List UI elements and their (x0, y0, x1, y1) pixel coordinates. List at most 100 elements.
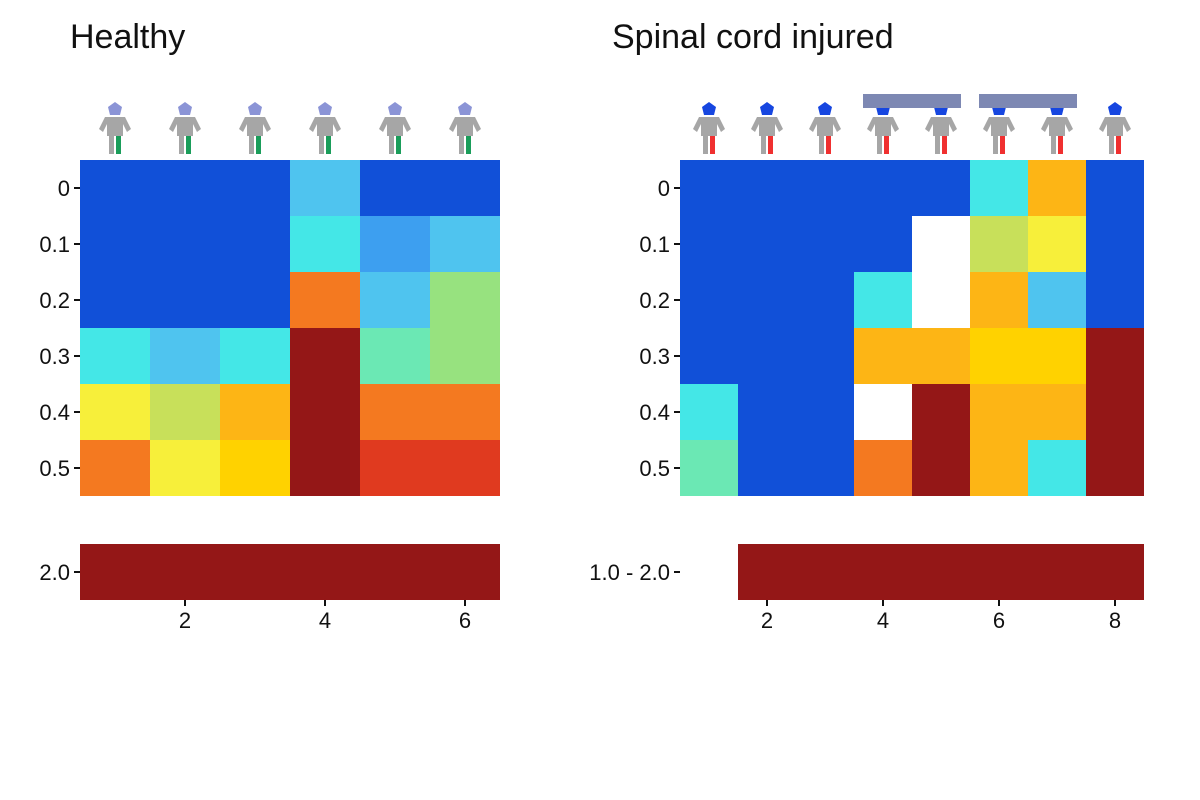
y-tick-label: 0.4 (620, 400, 670, 426)
heatmap-cell (970, 384, 1028, 440)
heatmap-cell (360, 216, 430, 272)
heatmap-cell (970, 216, 1028, 272)
y-tick-label: 0.1 (620, 232, 670, 258)
x-tick-mark (998, 600, 1000, 606)
y-tick-label: 0.3 (20, 344, 70, 370)
y-tick-label-bottom: 1.0 - 2.0 (570, 560, 670, 586)
heatmap-cell (430, 440, 500, 496)
heatmap-cell (360, 440, 430, 496)
heatmap-cell (360, 384, 430, 440)
heatmap-cell (80, 216, 150, 272)
heatmap-cell (80, 384, 150, 440)
heatmap-cell (1028, 216, 1086, 272)
x-tick-mark (882, 600, 884, 606)
heatmap-healthy (80, 160, 500, 496)
heatmap-cell (854, 384, 912, 440)
heatmap-cell (430, 544, 500, 600)
heatmap-cell (290, 160, 360, 216)
heatmap-cell (738, 544, 796, 600)
heatmap-cell (970, 440, 1028, 496)
heatmap-cell (150, 160, 220, 216)
heatmap-cell (738, 216, 796, 272)
y-tick-mark (674, 467, 680, 469)
heatmap-cell (290, 544, 360, 600)
heatmap-cell (912, 328, 970, 384)
heatmap-cell (854, 216, 912, 272)
heatmap-cell (854, 272, 912, 328)
person-icon (235, 100, 275, 156)
heatmap-cell (150, 272, 220, 328)
y-tick-label: 0 (20, 176, 70, 202)
y-tick-label: 0.2 (20, 288, 70, 314)
heatmap-cell (1028, 160, 1086, 216)
panel-title-healthy: Healthy (70, 18, 185, 57)
heatmap-cell (220, 272, 290, 328)
y-tick-label: 0.5 (620, 456, 670, 482)
heatmap-cell (854, 328, 912, 384)
heatmap-cell (220, 160, 290, 216)
heatmap-cell (738, 160, 796, 216)
heatmap-cell (680, 384, 738, 440)
heatmap-cell (970, 328, 1028, 384)
heatmap-cell (738, 328, 796, 384)
heatmap-cell (796, 384, 854, 440)
heatmap-cell (680, 272, 738, 328)
heatmap-cell (854, 544, 912, 600)
heatmap-cell (738, 440, 796, 496)
heatmap-cell (430, 216, 500, 272)
heatmap-cell (970, 272, 1028, 328)
y-tick-mark (74, 467, 80, 469)
subject-link-bar (863, 94, 962, 108)
heatmap-cell (912, 544, 970, 600)
x-tick-label: 2 (170, 608, 200, 634)
x-tick-mark (184, 600, 186, 606)
heatmap-cell (220, 328, 290, 384)
y-tick-mark (74, 355, 80, 357)
y-tick-label: 0.4 (20, 400, 70, 426)
x-tick-mark (766, 600, 768, 606)
heatmap-cell (970, 544, 1028, 600)
person-icon (165, 100, 205, 156)
x-tick-mark (1114, 600, 1116, 606)
y-tick-mark (674, 411, 680, 413)
heatmap-cell (290, 384, 360, 440)
person-icon (747, 100, 787, 156)
heatmap-cell (220, 216, 290, 272)
person-icon (1037, 100, 1077, 156)
heatmap-cell (1086, 216, 1144, 272)
x-tick-label: 2 (752, 608, 782, 634)
heatmap-cell (1086, 440, 1144, 496)
y-tick-mark (674, 355, 680, 357)
x-tick-mark (324, 600, 326, 606)
heatmap-cell (912, 216, 970, 272)
heatmap-cell (360, 160, 430, 216)
person-icon (1095, 100, 1135, 156)
panel-title-sci: Spinal cord injured (612, 18, 894, 57)
y-tick-mark (74, 411, 80, 413)
heatmap-cell (150, 440, 220, 496)
heatmap-healthy-bottom-row (80, 544, 500, 600)
heatmap-cell (220, 440, 290, 496)
heatmap-cell (796, 328, 854, 384)
heatmap-cell (1028, 272, 1086, 328)
y-tick-label: 0.2 (620, 288, 670, 314)
subject-icons-sci (680, 100, 1144, 156)
heatmap-cell (1028, 440, 1086, 496)
x-tick-label: 6 (450, 608, 480, 634)
heatmap-cell (796, 440, 854, 496)
x-tick-label: 8 (1100, 608, 1130, 634)
heatmap-cell (290, 328, 360, 384)
person-icon (863, 100, 903, 156)
heatmap-cell (680, 160, 738, 216)
person-icon (979, 100, 1019, 156)
heatmap-cell (80, 440, 150, 496)
heatmap-cell (80, 328, 150, 384)
heatmap-sci-bottom-row (680, 544, 1144, 600)
heatmap-cell (290, 440, 360, 496)
heatmap-cell (150, 328, 220, 384)
heatmap-cell (796, 544, 854, 600)
heatmap-cell (680, 328, 738, 384)
y-tick-mark (74, 571, 80, 573)
heatmap-cell (430, 328, 500, 384)
y-tick-mark (74, 243, 80, 245)
